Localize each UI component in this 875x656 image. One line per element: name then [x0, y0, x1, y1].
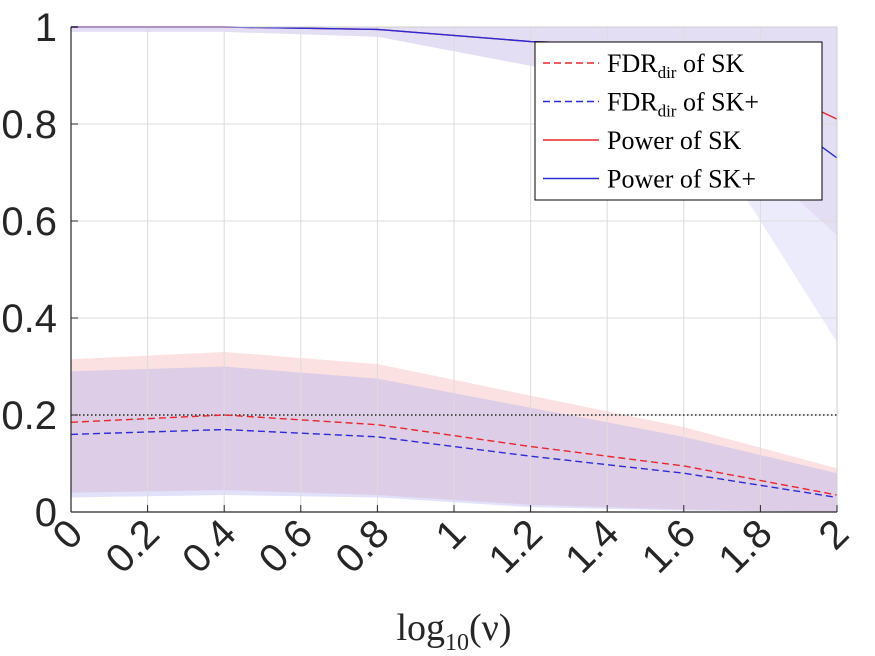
x-tick-label-2: 0.4 [174, 511, 244, 581]
line-series-1 [70, 414, 838, 496]
legend-box [534, 41, 823, 201]
y-tick-label-0: 0 [35, 491, 57, 535]
x-tick-label-7: 1.4 [557, 511, 627, 581]
y-tick-label-1: 0.2 [1, 394, 57, 438]
legend-label-1: FDRdir of SK [607, 49, 745, 82]
x-tick-label-8: 1.6 [634, 511, 704, 581]
x-axis-label: log10(ν) [396, 607, 511, 656]
y-tick-label-3: 0.6 [1, 200, 57, 244]
x-axis-label-arg: (ν) [469, 607, 512, 649]
x-tick-label-6: 1.2 [481, 511, 551, 581]
legend: FDRdir of SK FDRdir of SK+ Power of SK Powe… [534, 41, 823, 201]
line-series-2 [70, 428, 838, 499]
x-axis-label-sub: 10 [445, 630, 469, 656]
x-tick-label-4: 0.8 [327, 511, 397, 581]
x-axis-label-base: log [396, 607, 445, 649]
legend-label-2: FDRdir of SK+ [607, 88, 759, 121]
x-tick-label-5: 1 [428, 511, 475, 558]
x-tick-label-1: 0.2 [98, 511, 168, 581]
y-tick-label-4: 0.8 [1, 103, 57, 147]
y-tick-label-5: 1 [35, 6, 57, 50]
x-tick-label-10: 2 [811, 511, 858, 558]
x-tick-label-3: 0.6 [251, 511, 321, 581]
legend-label-4: Power of SK+ [607, 165, 756, 194]
x-tick-label-9: 1.8 [710, 511, 780, 581]
y-tick-label-2: 0.4 [1, 297, 57, 341]
legend-label-3: Power of SK [607, 126, 742, 155]
